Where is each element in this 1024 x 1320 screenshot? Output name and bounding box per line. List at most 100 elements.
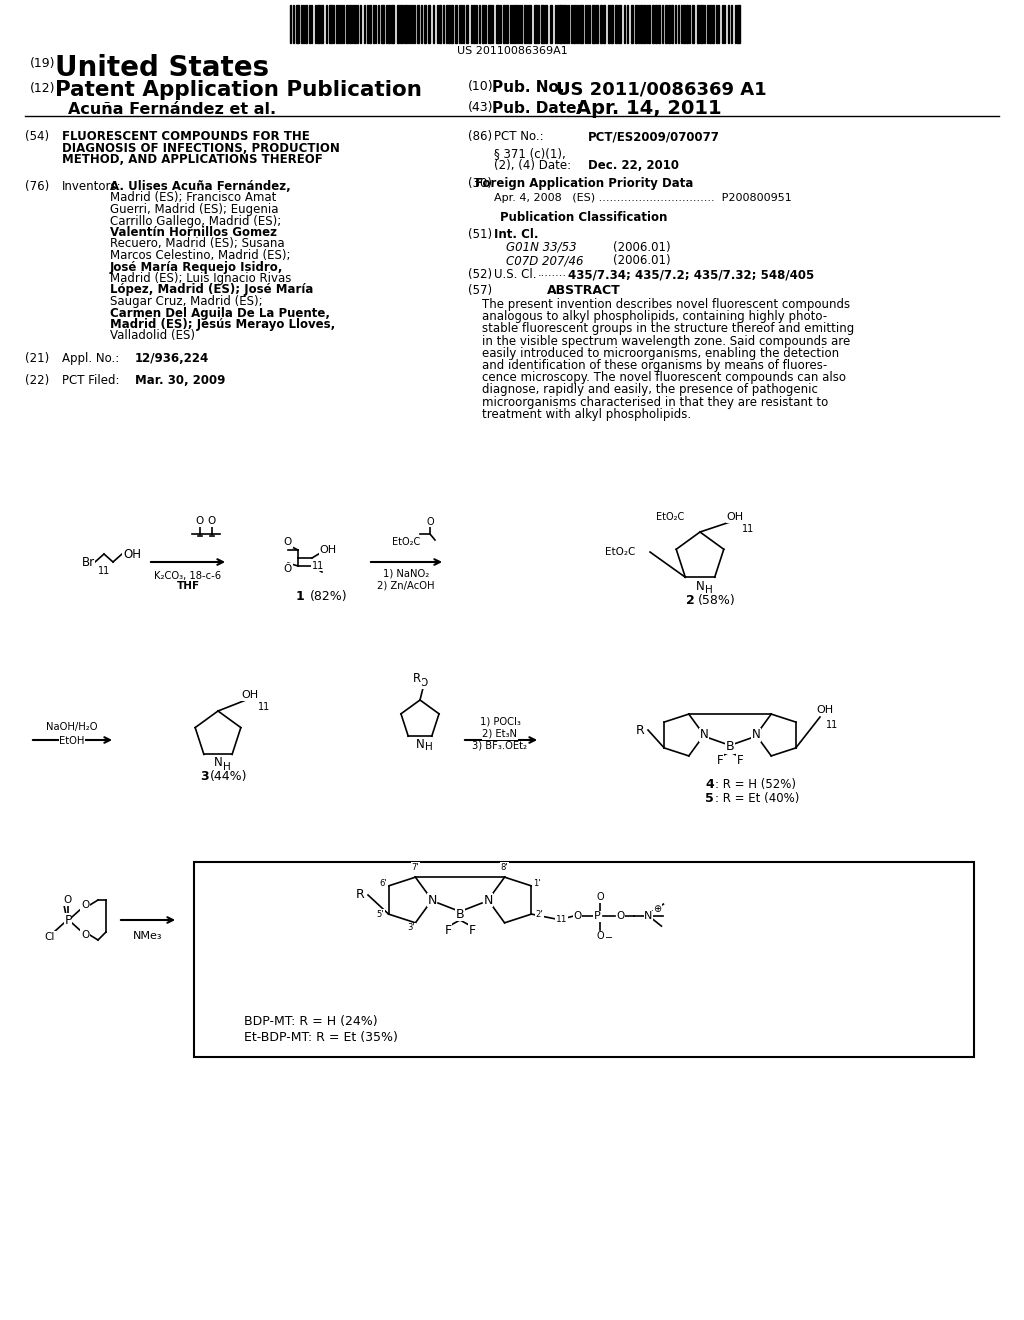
Bar <box>503 5 505 44</box>
Text: diagnose, rapidly and easily, the presence of pathogenic: diagnose, rapidly and easily, the presen… <box>482 383 818 396</box>
Bar <box>305 5 307 44</box>
Bar <box>611 5 613 44</box>
Bar <box>451 5 453 44</box>
Text: 11: 11 <box>826 719 838 730</box>
Bar <box>700 5 703 44</box>
Bar <box>592 5 595 44</box>
Text: (43): (43) <box>468 102 494 114</box>
Text: 4: 4 <box>705 777 714 791</box>
Text: (30): (30) <box>468 177 492 190</box>
Bar <box>608 5 610 44</box>
Bar <box>671 5 673 44</box>
Bar <box>648 5 650 44</box>
Bar <box>545 5 547 44</box>
Text: Marcos Celestino, Madrid (ES);: Marcos Celestino, Madrid (ES); <box>110 249 291 261</box>
Text: N: N <box>695 579 705 593</box>
Text: (2006.01): (2006.01) <box>613 242 671 253</box>
Text: NaOH/H₂O: NaOH/H₂O <box>46 722 97 733</box>
Text: O: O <box>63 895 72 906</box>
Text: Et-BDP-MT: R = Et (35%): Et-BDP-MT: R = Et (35%) <box>244 1031 398 1044</box>
Bar <box>455 5 457 44</box>
Text: US 2011/0086369 A1: US 2011/0086369 A1 <box>556 81 767 98</box>
Bar <box>541 5 544 44</box>
Text: 7': 7' <box>412 863 419 871</box>
Bar <box>417 5 419 44</box>
Text: EtOH: EtOH <box>59 737 85 746</box>
Bar <box>400 5 402 44</box>
Text: cence microscopy. The novel fluorescent compounds can also: cence microscopy. The novel fluorescent … <box>482 371 846 384</box>
Bar <box>473 5 475 44</box>
Text: Publication Classification: Publication Classification <box>501 211 668 224</box>
Text: Madrid (ES); Jesús Merayo Lloves,: Madrid (ES); Jesús Merayo Lloves, <box>110 318 335 331</box>
Bar <box>658 5 660 44</box>
Text: (19): (19) <box>30 57 55 70</box>
Text: Apr. 4, 2008   (ES) ................................  P200800951: Apr. 4, 2008 (ES) ......................… <box>494 193 792 203</box>
Text: Valladolid (ES): Valladolid (ES) <box>110 330 195 342</box>
Text: R: R <box>636 723 644 737</box>
Bar <box>369 5 371 44</box>
Bar <box>737 5 740 44</box>
Text: 3: 3 <box>200 770 209 783</box>
Bar <box>631 5 633 44</box>
Text: Carmen Del Aguila De La Puente,: Carmen Del Aguila De La Puente, <box>110 306 330 319</box>
Text: 11: 11 <box>556 915 567 924</box>
Text: US 20110086369A1: US 20110086369A1 <box>457 46 567 55</box>
Text: (54): (54) <box>25 129 49 143</box>
Bar <box>329 5 332 44</box>
Text: ⊕: ⊕ <box>653 904 662 915</box>
Text: ........: ........ <box>538 268 567 279</box>
Text: THF: THF <box>176 581 200 591</box>
Text: : R = Et (40%): : R = Et (40%) <box>715 792 800 805</box>
Bar <box>529 5 531 44</box>
Bar <box>406 5 407 44</box>
Bar <box>349 5 351 44</box>
Text: 12/936,224: 12/936,224 <box>135 352 209 366</box>
Text: 2': 2' <box>536 909 543 919</box>
Text: F: F <box>444 924 452 936</box>
Text: Dec. 22, 2010: Dec. 22, 2010 <box>588 158 679 172</box>
Text: (44%): (44%) <box>210 770 248 783</box>
Text: O: O <box>419 678 427 688</box>
Text: A. Ulises Acuña Fernández,: A. Ulises Acuña Fernández, <box>110 180 291 193</box>
Text: Valentín Hornillos Gomez: Valentín Hornillos Gomez <box>110 226 278 239</box>
Text: The present invention describes novel fluorescent compounds: The present invention describes novel fl… <box>482 298 850 312</box>
Bar <box>635 5 637 44</box>
Text: (58%): (58%) <box>698 594 736 607</box>
Text: 2) Et₃N: 2) Et₃N <box>482 729 517 739</box>
Bar <box>643 5 645 44</box>
Text: López, Madrid (ES); José María: López, Madrid (ES); José María <box>110 284 313 297</box>
Text: : R = H (52%): : R = H (52%) <box>715 777 796 791</box>
Text: R: R <box>413 672 421 685</box>
Text: 5: 5 <box>705 792 714 805</box>
Text: José María Requejo Isidro,: José María Requejo Isidro, <box>110 260 284 273</box>
Text: microorganisms characterised in that they are resistant to: microorganisms characterised in that the… <box>482 396 828 409</box>
Text: and identification of these organisms by means of fluores-: and identification of these organisms by… <box>482 359 827 372</box>
Bar <box>496 5 499 44</box>
Text: DIAGNOSIS OF INFECTIONS, PRODUCTION: DIAGNOSIS OF INFECTIONS, PRODUCTION <box>62 141 340 154</box>
Text: 11: 11 <box>741 524 754 535</box>
Bar <box>550 5 552 44</box>
Bar <box>397 5 399 44</box>
Text: Guerri, Madrid (ES); Eugenia: Guerri, Madrid (ES); Eugenia <box>110 203 279 216</box>
Text: 1': 1' <box>532 879 541 888</box>
Bar <box>391 5 394 44</box>
Text: O: O <box>426 517 434 527</box>
Bar <box>655 5 657 44</box>
Text: −: − <box>605 933 613 942</box>
Text: N: N <box>699 729 709 742</box>
Text: C07D 207/46: C07D 207/46 <box>506 253 584 267</box>
Text: Br: Br <box>82 556 94 569</box>
Text: United States: United States <box>55 54 269 82</box>
Bar <box>336 5 338 44</box>
Text: OH: OH <box>242 690 259 700</box>
Text: (86): (86) <box>468 129 493 143</box>
Text: 2) Zn/AcOH: 2) Zn/AcOH <box>377 579 435 590</box>
Bar <box>712 5 714 44</box>
Text: Madrid (ES); Francisco Amat: Madrid (ES); Francisco Amat <box>110 191 276 205</box>
Text: 6': 6' <box>380 879 387 888</box>
Text: H: H <box>706 585 713 595</box>
Text: EtO₂C: EtO₂C <box>604 546 635 557</box>
Text: EtO₂C: EtO₂C <box>392 537 420 546</box>
Text: 1: 1 <box>296 590 304 603</box>
Text: O: O <box>81 900 89 909</box>
